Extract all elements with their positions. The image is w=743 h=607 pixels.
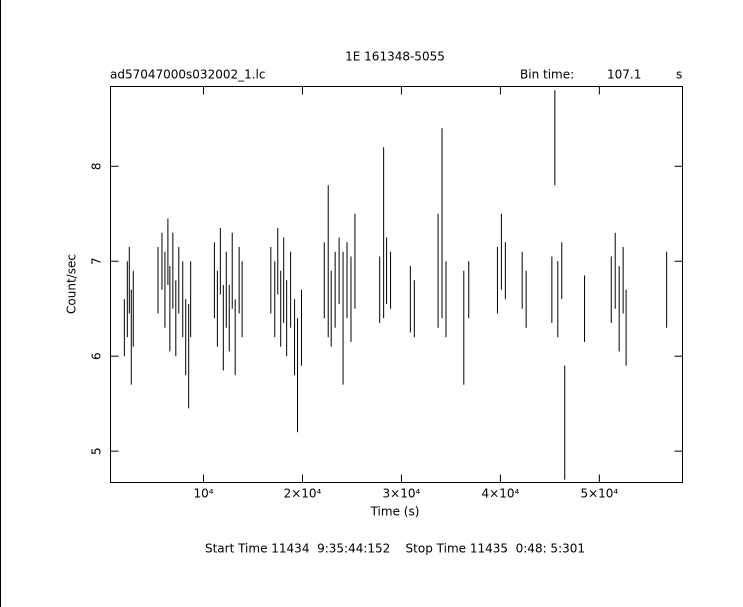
x-tick-label: 10⁴ <box>193 487 213 501</box>
plot-frame <box>110 86 683 483</box>
x-tick-label: 2×10⁴ <box>284 487 322 501</box>
bin-time-unit: s <box>676 68 682 82</box>
time-range: Start Time 11434 9:35:44:152 Stop Time 1… <box>205 542 585 556</box>
y-tick-label: 5 <box>90 447 104 455</box>
bin-time-label: Bin time: <box>520 68 574 82</box>
bin-time: 107.1 <box>607 68 641 82</box>
y-tick-label: 7 <box>90 257 104 265</box>
y-axis-label: Count/sec <box>65 254 79 314</box>
x-tick-label: 5×10⁴ <box>580 487 618 501</box>
y-tick-label: 6 <box>90 352 104 360</box>
x-tick-label: 4×10⁴ <box>482 487 520 501</box>
y-tick-label: 8 <box>90 162 104 170</box>
x-axis-label: Time (s) <box>370 505 420 519</box>
chart-title: 1E 161348-5055 <box>345 50 445 64</box>
file-label: ad57047000s032002_1.lc <box>110 68 266 82</box>
x-tick-label: 3×10⁴ <box>383 487 421 501</box>
